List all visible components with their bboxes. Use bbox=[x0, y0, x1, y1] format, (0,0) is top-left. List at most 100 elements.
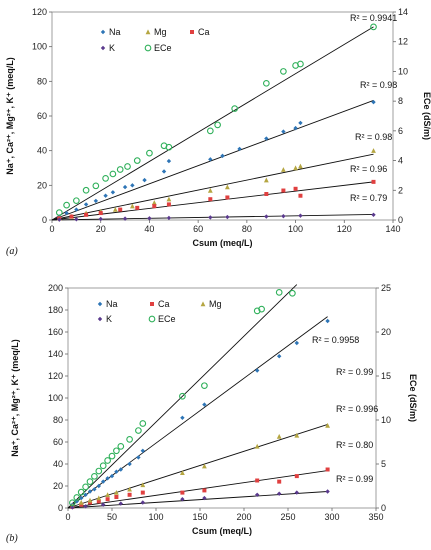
data-point-na bbox=[202, 402, 207, 407]
data-point-k bbox=[202, 495, 207, 501]
x-axis-label: Csum (meq/L) bbox=[192, 526, 252, 536]
y-tick-label: 20 bbox=[53, 481, 63, 491]
data-point-na bbox=[161, 169, 167, 174]
data-point-k bbox=[57, 217, 62, 222]
x-tick-label: 20 bbox=[96, 224, 106, 234]
data-point-na bbox=[294, 340, 299, 346]
data-point-na bbox=[255, 368, 260, 373]
r2-label-na: R² = 0.98 bbox=[360, 80, 397, 90]
data-point-ece bbox=[146, 149, 153, 157]
x-tick-label: 200 bbox=[236, 512, 251, 522]
legend-label-ece: ECe bbox=[154, 43, 172, 53]
data-point-ece bbox=[275, 289, 283, 296]
data-point-ca bbox=[135, 205, 140, 210]
data-point-mg bbox=[105, 492, 110, 497]
data-point-mg bbox=[140, 482, 146, 488]
data-point-ca bbox=[118, 207, 123, 212]
data-point-ca bbox=[96, 499, 101, 504]
data-point-k bbox=[83, 504, 88, 509]
data-point-ece bbox=[214, 121, 221, 129]
legend-marker-na bbox=[100, 29, 106, 35]
data-point-na bbox=[103, 193, 108, 198]
legend-label-mg: Mg bbox=[154, 27, 167, 37]
y-tick-label: 0 bbox=[42, 215, 47, 225]
data-point-na bbox=[220, 153, 225, 159]
data-point-ece bbox=[73, 494, 81, 501]
x-tick-label: 140 bbox=[385, 224, 400, 234]
legend-marker-k bbox=[100, 45, 106, 51]
r2-label-k: R² = 0.99 bbox=[336, 474, 373, 484]
legend: Na Mg Ca K ECe bbox=[100, 27, 210, 53]
y-tick-label: 40 bbox=[37, 146, 47, 156]
data-point-ece bbox=[135, 427, 142, 434]
y-tick-label: 100 bbox=[32, 42, 47, 52]
legend-marker-ece bbox=[144, 44, 152, 52]
x-axis-label: Csum (meq/L) bbox=[192, 238, 252, 248]
data-point-mg bbox=[114, 490, 119, 495]
data-point-ca bbox=[281, 188, 286, 193]
data-point-na bbox=[127, 461, 132, 467]
data-point-ece bbox=[91, 472, 98, 480]
data-point-ece bbox=[126, 436, 133, 443]
data-point-k bbox=[294, 490, 299, 495]
data-point-k bbox=[147, 216, 152, 221]
data-point-k bbox=[101, 502, 106, 507]
trendline-k bbox=[51, 214, 374, 221]
data-point-mg bbox=[254, 443, 260, 449]
legend-label-mg: Mg bbox=[209, 299, 222, 309]
trendline-ca bbox=[67, 470, 328, 509]
x-tick-label: 250 bbox=[280, 512, 295, 522]
data-point-mg bbox=[112, 207, 118, 212]
data-point-ece bbox=[262, 79, 270, 87]
data-point-mg bbox=[96, 495, 102, 501]
data-point-ca bbox=[127, 492, 132, 497]
data-point-k bbox=[74, 217, 79, 222]
r2-label-na: R² = 0.99 bbox=[336, 367, 373, 377]
data-point-ece bbox=[82, 483, 89, 491]
data-point-ca bbox=[298, 193, 303, 198]
legend-label-k: K bbox=[109, 43, 115, 53]
data-point-ca bbox=[180, 490, 185, 495]
data-point-ca bbox=[225, 195, 230, 200]
data-point-na bbox=[83, 492, 88, 497]
x-tick-label: 150 bbox=[192, 512, 207, 522]
y2-tick-label: 2 bbox=[398, 185, 403, 195]
x-tick-label: 80 bbox=[242, 224, 252, 234]
data-point-ece bbox=[73, 197, 80, 205]
data-point-na bbox=[208, 157, 213, 162]
series-ece bbox=[69, 289, 296, 507]
y-tick-label: 60 bbox=[53, 437, 63, 447]
r2-label-ece: R² = 0.9941 bbox=[350, 13, 397, 23]
data-point-k bbox=[140, 500, 145, 505]
panel-label: (a) bbox=[6, 246, 18, 257]
data-point-mg bbox=[180, 470, 185, 475]
data-point-ece bbox=[95, 467, 103, 475]
y2-tick-label: 10 bbox=[398, 66, 408, 76]
y2-tick-label: 6 bbox=[398, 126, 403, 136]
series-k bbox=[57, 212, 376, 222]
legend-marker-na bbox=[97, 301, 103, 307]
data-point-ca bbox=[202, 488, 207, 493]
y2-tick-label: 5 bbox=[381, 459, 386, 469]
legend-label-ca: Ca bbox=[158, 299, 170, 309]
data-point-mg bbox=[166, 196, 172, 202]
y2-tick-label: 10 bbox=[381, 415, 391, 425]
data-point-na bbox=[281, 129, 286, 134]
data-point-na bbox=[101, 479, 106, 484]
data-point-na bbox=[74, 207, 79, 212]
x-tick-label: 300 bbox=[324, 512, 339, 522]
y-tick-label: 200 bbox=[48, 283, 63, 293]
y2-tick-label: 14 bbox=[398, 7, 408, 17]
chart-panel-a: 0 20 40 60 80 100 120 1400204060801001200246810… bbox=[5, 7, 431, 257]
data-point-ece bbox=[63, 201, 70, 209]
data-point-ece bbox=[258, 305, 265, 313]
data-point-na bbox=[109, 473, 115, 479]
legend-label-na: Na bbox=[109, 27, 121, 37]
data-point-ece bbox=[69, 499, 76, 507]
x-tick-label: 40 bbox=[144, 224, 154, 234]
y2-tick-label: 12 bbox=[398, 37, 408, 47]
legend-marker-mg bbox=[145, 29, 151, 35]
data-point-na bbox=[180, 415, 185, 420]
data-point-na bbox=[136, 455, 141, 460]
